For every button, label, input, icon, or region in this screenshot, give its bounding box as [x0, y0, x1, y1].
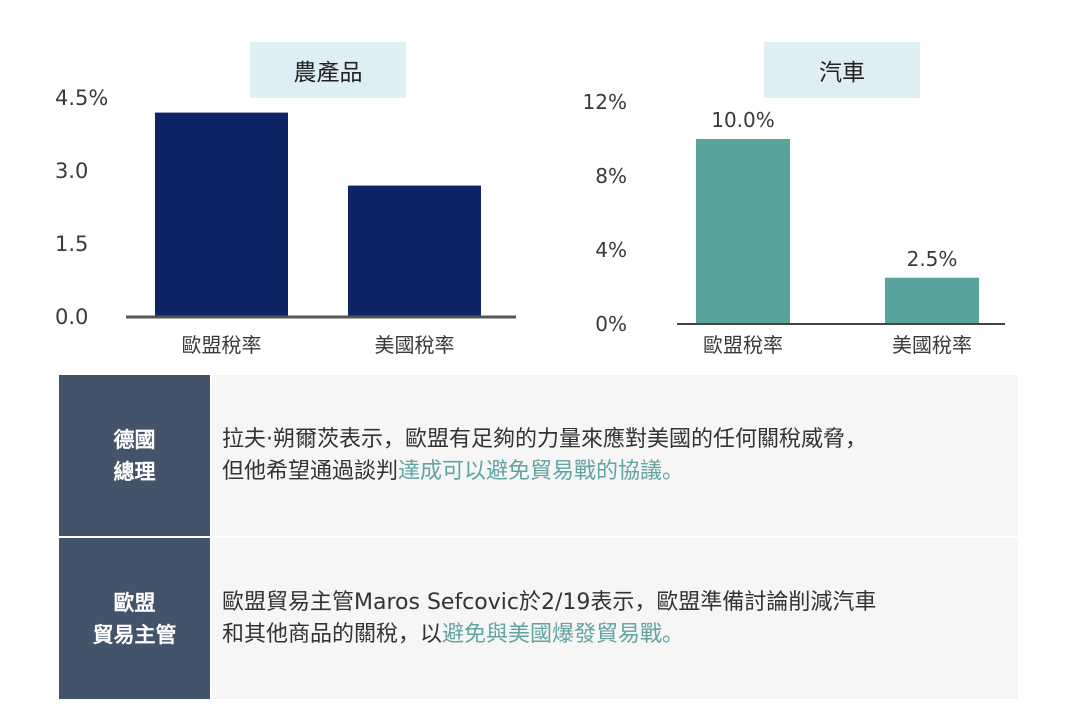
y-tick-label: 4%: [595, 238, 627, 262]
car-tariff-chart: 0% 4% 8% 12% 10.0% 2.5% 歐盟稅率 美國稅率: [583, 90, 1005, 357]
table-row: 歐盟 貿易主管 歐盟貿易主管Maros Sefcovic於2/19表示，歐盟準備…: [59, 536, 1018, 699]
x-tick-label: 歐盟稅率: [182, 333, 262, 357]
agri-chart-title: 農產品: [250, 42, 406, 98]
row-label-line: 貿易主管: [92, 622, 177, 647]
car-chart-title: 汽車: [764, 42, 920, 98]
statement-line: 拉夫·朔爾茨表示，歐盟有足夠的力量來應對美國的任何關稅威脅，: [222, 424, 1010, 456]
y-tick-label: 0%: [595, 312, 627, 336]
statement-text: 。: [662, 621, 685, 647]
statement-line: 但他希望通過談判達成可以避免貿易戰的協議。: [222, 456, 1010, 488]
statement-highlight: 達成可以避免貿易戰的協議: [398, 458, 663, 484]
bar: [885, 277, 979, 324]
row-statement-eu-trade-chief: 歐盟貿易主管Maros Sefcovic於2/19表示，歐盟準備討論削減汽車 和…: [212, 538, 1018, 699]
statement-highlight: 避免與美國爆發貿易戰: [442, 621, 663, 647]
row-label-german-chancellor: 德國 總理: [59, 375, 212, 536]
x-tick-label: 歐盟稅率: [703, 333, 783, 357]
row-label-line: 德國: [113, 427, 156, 452]
row-label-line: 總理: [113, 459, 156, 484]
data-label: 10.0%: [711, 108, 775, 132]
x-tick-label: 美國稅率: [375, 333, 455, 357]
statement-text: 。: [662, 458, 685, 484]
y-tick-label: 3.0: [55, 159, 88, 183]
agri-tariff-chart: 0.0 1.5 3.0 4.5% 歐盟稅率 美國稅率: [55, 86, 516, 357]
y-tick-label: 4.5%: [55, 86, 108, 110]
statement-text: 和其他商品的關稅，以: [222, 621, 443, 647]
statement-text: 拉夫·朔爾茨表示，歐盟有足夠的力量來應對美國的任何關稅威脅，: [222, 426, 867, 452]
y-tick-label: 0.0: [55, 305, 88, 329]
policy-statements-table: 德國 總理 拉夫·朔爾茨表示，歐盟有足夠的力量來應對美國的任何關稅威脅， 但他希…: [59, 375, 1018, 699]
statement-text: 但他希望通過談判: [222, 458, 399, 484]
row-label-line: 歐盟: [113, 590, 156, 615]
table-row: 德國 總理 拉夫·朔爾茨表示，歐盟有足夠的力量來應對美國的任何關稅威脅， 但他希…: [59, 375, 1018, 536]
y-tick-label: 1.5: [55, 232, 88, 256]
row-label-eu-trade-chief: 歐盟 貿易主管: [59, 538, 212, 699]
bar: [155, 112, 288, 317]
data-label: 2.5%: [907, 247, 958, 271]
x-tick-label: 美國稅率: [892, 333, 972, 357]
statement-line: 歐盟貿易主管Maros Sefcovic於2/19表示，歐盟準備討論削減汽車: [222, 587, 1010, 619]
bar: [348, 185, 481, 317]
y-tick-label: 12%: [583, 90, 627, 114]
row-statement-german-chancellor: 拉夫·朔爾茨表示，歐盟有足夠的力量來應對美國的任何關稅威脅， 但他希望通過談判達…: [212, 375, 1018, 536]
statement-text: 歐盟貿易主管Maros Sefcovic於2/19表示，歐盟準備討論削減汽車: [222, 589, 877, 615]
bar: [696, 139, 790, 324]
statement-line: 和其他商品的關稅，以避免與美國爆發貿易戰。: [222, 619, 1010, 651]
y-tick-label: 8%: [595, 164, 627, 188]
